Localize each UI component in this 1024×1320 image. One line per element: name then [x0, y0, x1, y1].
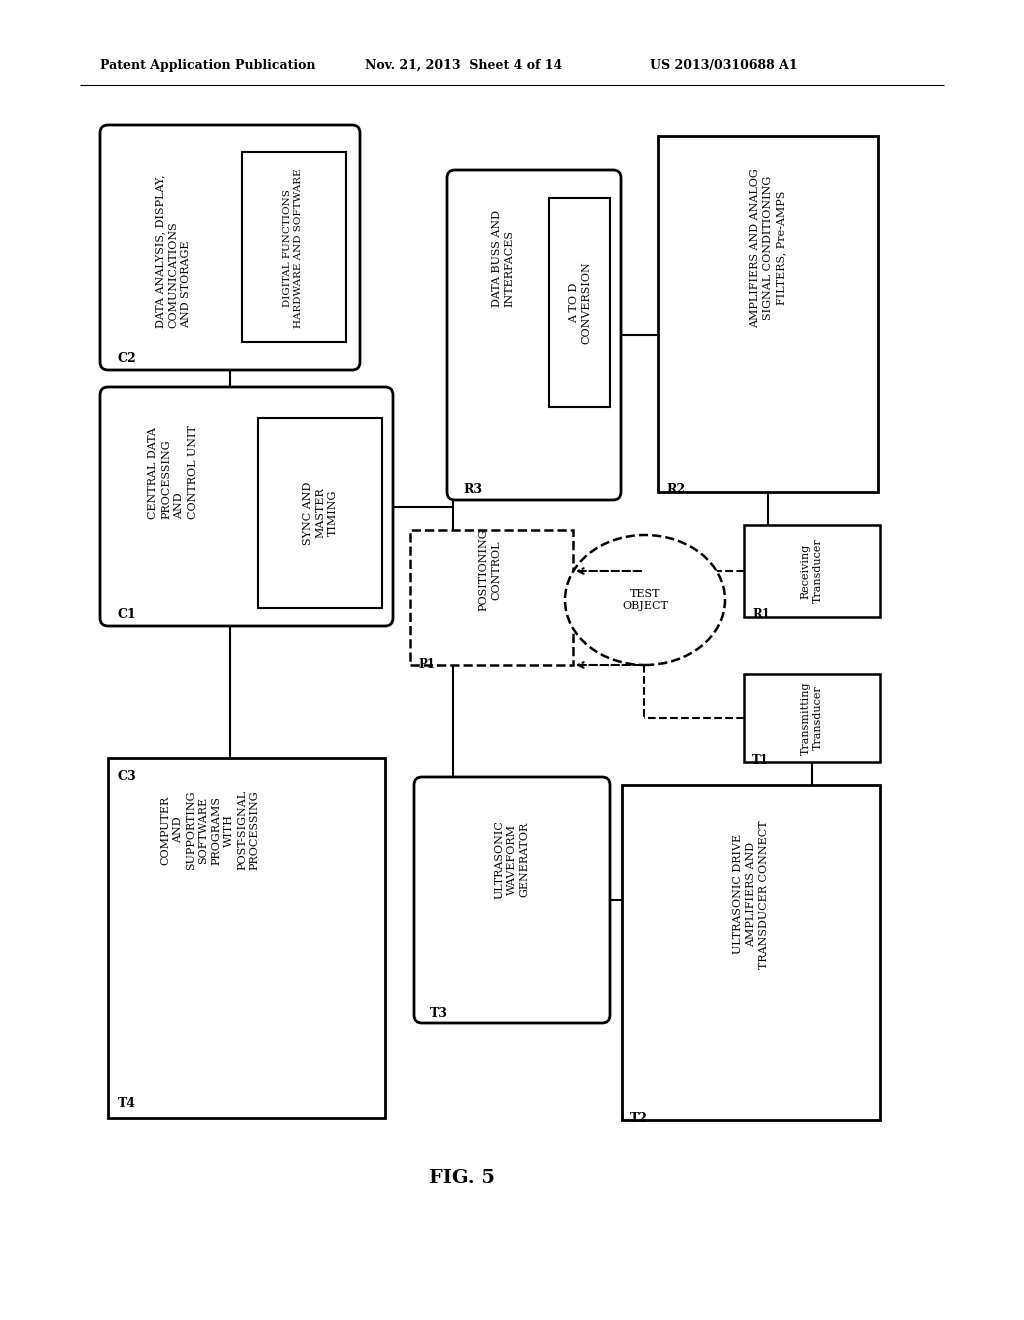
Text: COMPUTER
AND
SUPPORTING
SOFTWARE
PROGRAMS
WITH
POST-SIGNAL
PROCESSING: COMPUTER AND SUPPORTING SOFTWARE PROGRAM…: [160, 789, 260, 870]
Bar: [410, 531, 573, 665]
Ellipse shape: [565, 535, 725, 665]
Text: POSITIONING
CONTROL: POSITIONING CONTROL: [478, 529, 502, 611]
FancyBboxPatch shape: [447, 170, 621, 500]
Text: ULTRASONIC DRIVE
AMPLIFIERS AND
TRANSDUCER CONNECT: ULTRASONIC DRIVE AMPLIFIERS AND TRANSDUC…: [733, 820, 769, 969]
Bar: [242, 152, 346, 342]
Text: DATA ANALYSIS, DISPLAY,
COMUNICATIONS
AND STORAGE: DATA ANALYSIS, DISPLAY, COMUNICATIONS AN…: [155, 176, 191, 329]
FancyBboxPatch shape: [100, 125, 360, 370]
Text: R1: R1: [752, 609, 770, 620]
Bar: [744, 675, 880, 762]
Text: TEST
OBJECT: TEST OBJECT: [622, 589, 668, 611]
Bar: [744, 525, 880, 616]
Text: Nov. 21, 2013  Sheet 4 of 14: Nov. 21, 2013 Sheet 4 of 14: [365, 58, 562, 71]
Text: Transmitting
Transducer: Transmitting Transducer: [801, 681, 823, 755]
Text: T3: T3: [430, 1007, 447, 1020]
Text: ULTRASONIC
WAVEFORM
GENERATOR: ULTRASONIC WAVEFORM GENERATOR: [495, 820, 529, 899]
Text: P1: P1: [418, 657, 435, 671]
Text: SYNC AND
MASTER
TIMING: SYNC AND MASTER TIMING: [303, 482, 337, 545]
Text: DIGITAL FUNCTIONS
HARDWARE AND SOFTWARE: DIGITAL FUNCTIONS HARDWARE AND SOFTWARE: [283, 168, 303, 327]
Bar: [622, 785, 880, 1119]
FancyBboxPatch shape: [414, 777, 610, 1023]
FancyBboxPatch shape: [100, 387, 393, 626]
Text: DATA BUSS AND
INTERFACES: DATA BUSS AND INTERFACES: [492, 210, 515, 308]
Text: C2: C2: [118, 352, 137, 366]
Text: US 2013/0310688 A1: US 2013/0310688 A1: [650, 58, 798, 71]
Text: R3: R3: [463, 483, 482, 496]
Bar: [108, 758, 385, 1118]
Text: C3: C3: [118, 770, 136, 783]
Text: CENTRAL DATA
PROCESSING
AND
CONTROL UNIT: CENTRAL DATA PROCESSING AND CONTROL UNIT: [148, 425, 198, 519]
Bar: [658, 136, 878, 492]
Text: Patent Application Publication: Patent Application Publication: [100, 58, 315, 71]
Text: T1: T1: [752, 754, 769, 767]
Text: R2: R2: [666, 483, 685, 496]
Text: AMPLIFIERS AND ANALOG
SIGNAL CONDITIONING
FILTERS, Pre-AMPS: AMPLIFIERS AND ANALOG SIGNAL CONDITIONIN…: [751, 168, 785, 327]
Text: FIG. 5: FIG. 5: [429, 1170, 495, 1187]
Text: T2: T2: [630, 1111, 648, 1125]
Bar: [549, 198, 610, 407]
Bar: [258, 418, 382, 609]
Text: C1: C1: [118, 609, 137, 620]
Text: T4: T4: [118, 1097, 136, 1110]
Text: Receiving
Transducer: Receiving Transducer: [801, 539, 823, 603]
Text: A TO D
CONVERSION: A TO D CONVERSION: [568, 261, 591, 345]
